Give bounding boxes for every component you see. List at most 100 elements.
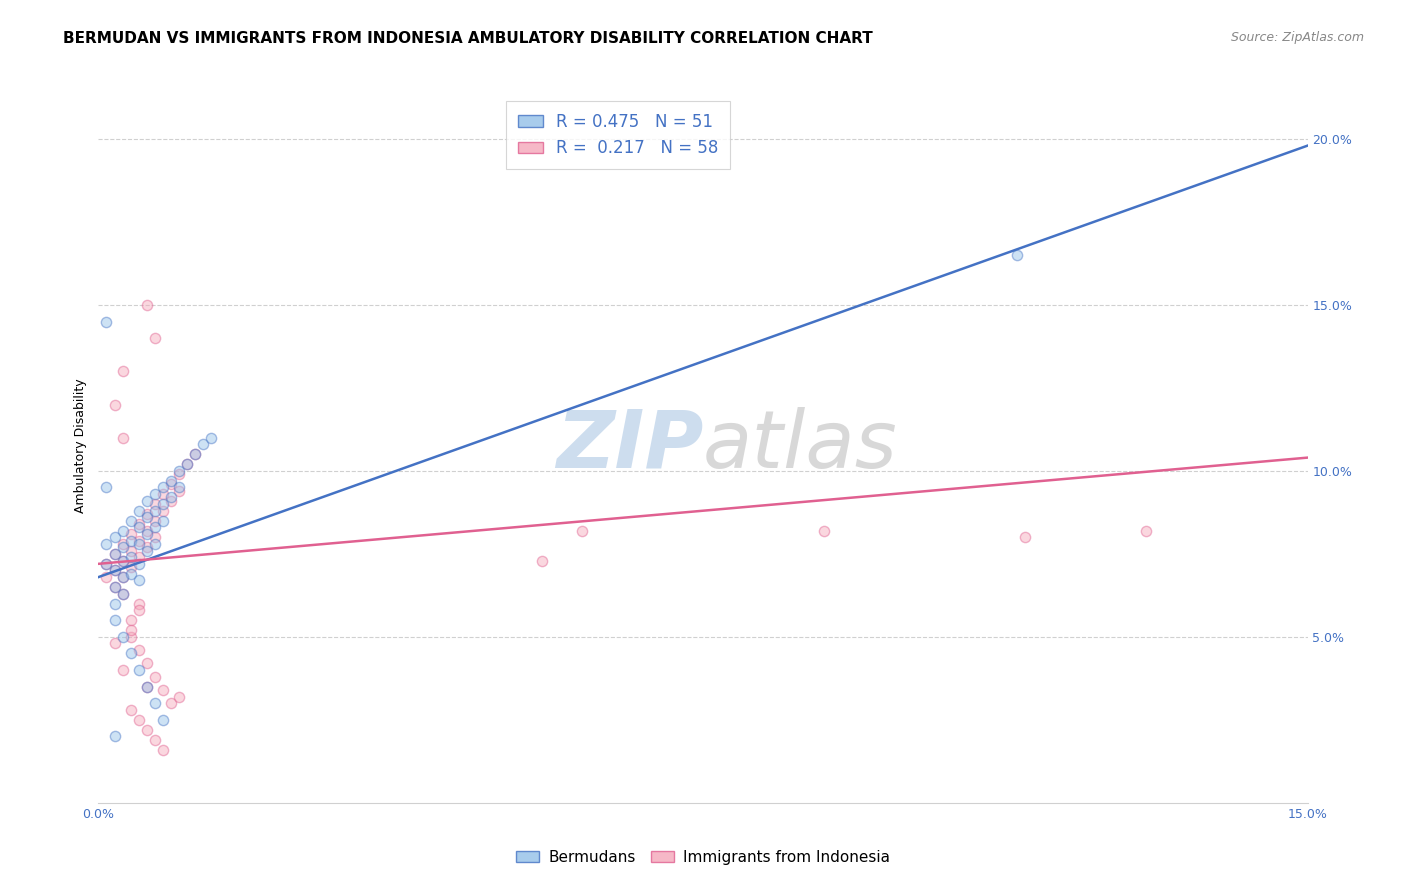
Point [120,527,142,541]
Point [96,314,118,328]
Point [103,580,125,594]
Point [193,437,215,451]
Point [103,547,125,561]
Point [96,481,118,495]
Point [120,613,142,627]
Point [111,537,134,551]
Point [103,530,125,544]
Point [143,732,166,747]
Point [128,550,150,565]
Point [152,514,174,528]
Point [184,447,207,461]
Point [111,587,134,601]
Point [120,533,142,548]
Point [111,431,134,445]
Point [176,457,198,471]
Point [152,713,174,727]
Point [103,564,125,578]
Point [120,647,142,661]
Text: BERMUDAN VS IMMIGRANTS FROM INDONESIA AMBULATORY DISABILITY CORRELATION CHART: BERMUDAN VS IMMIGRANTS FROM INDONESIA AM… [63,31,873,46]
Point [120,703,142,717]
Point [152,742,174,756]
Point [111,364,134,378]
Point [103,613,125,627]
Point [111,663,134,677]
Point [120,543,142,558]
Point [128,537,150,551]
Point [135,507,157,521]
Point [160,474,183,488]
Point [160,491,183,505]
Point [120,550,142,565]
Point [120,514,142,528]
Point [135,524,157,538]
Point [103,397,125,411]
Point [120,560,142,574]
Point [96,557,118,571]
Point [143,487,166,501]
Point [143,514,166,528]
Point [103,547,125,561]
Text: Source: ZipAtlas.com: Source: ZipAtlas.com [1230,31,1364,45]
Text: atlas: atlas [703,407,898,485]
Point [128,713,150,727]
Point [176,457,198,471]
Point [530,553,553,567]
Point [571,524,593,538]
Point [135,298,157,312]
Point [143,530,166,544]
Text: ZIP: ZIP [555,407,703,485]
Y-axis label: Ambulatory Disability: Ambulatory Disability [75,379,87,513]
Point [184,447,207,461]
Point [152,682,174,697]
Point [128,533,150,548]
Point [152,504,174,518]
Point [128,663,150,677]
Point [111,587,134,601]
Point [160,477,183,491]
Point [120,624,142,638]
Point [103,730,125,744]
Point [135,680,157,694]
Point [120,566,142,581]
Point [143,504,166,518]
Point [135,510,157,524]
Point [167,483,190,498]
Point [96,557,118,571]
Point [96,537,118,551]
Point [143,331,166,345]
Point [103,636,125,650]
Point [143,696,166,710]
Point [128,574,150,588]
Point [128,516,150,531]
Point [167,464,190,478]
Point [152,487,174,501]
Point [111,540,134,554]
Point [167,690,190,704]
Point [128,520,150,534]
Point [200,431,222,445]
Point [111,553,134,567]
Point [135,540,157,554]
Point [143,537,166,551]
Point [135,680,157,694]
Point [167,467,190,482]
Point [167,481,190,495]
Point [103,597,125,611]
Point [103,580,125,594]
Point [135,527,157,541]
Point [143,520,166,534]
Legend: R = 0.475   N = 51, R =  0.217   N = 58: R = 0.475 N = 51, R = 0.217 N = 58 [506,102,730,169]
Point [152,481,174,495]
Point [143,497,166,511]
Point [128,603,150,617]
Point [128,597,150,611]
Point [111,553,134,567]
Point [160,696,183,710]
Point [111,570,134,584]
Point [143,670,166,684]
Point [135,543,157,558]
Point [152,497,174,511]
Point [96,570,118,584]
Point [128,643,150,657]
